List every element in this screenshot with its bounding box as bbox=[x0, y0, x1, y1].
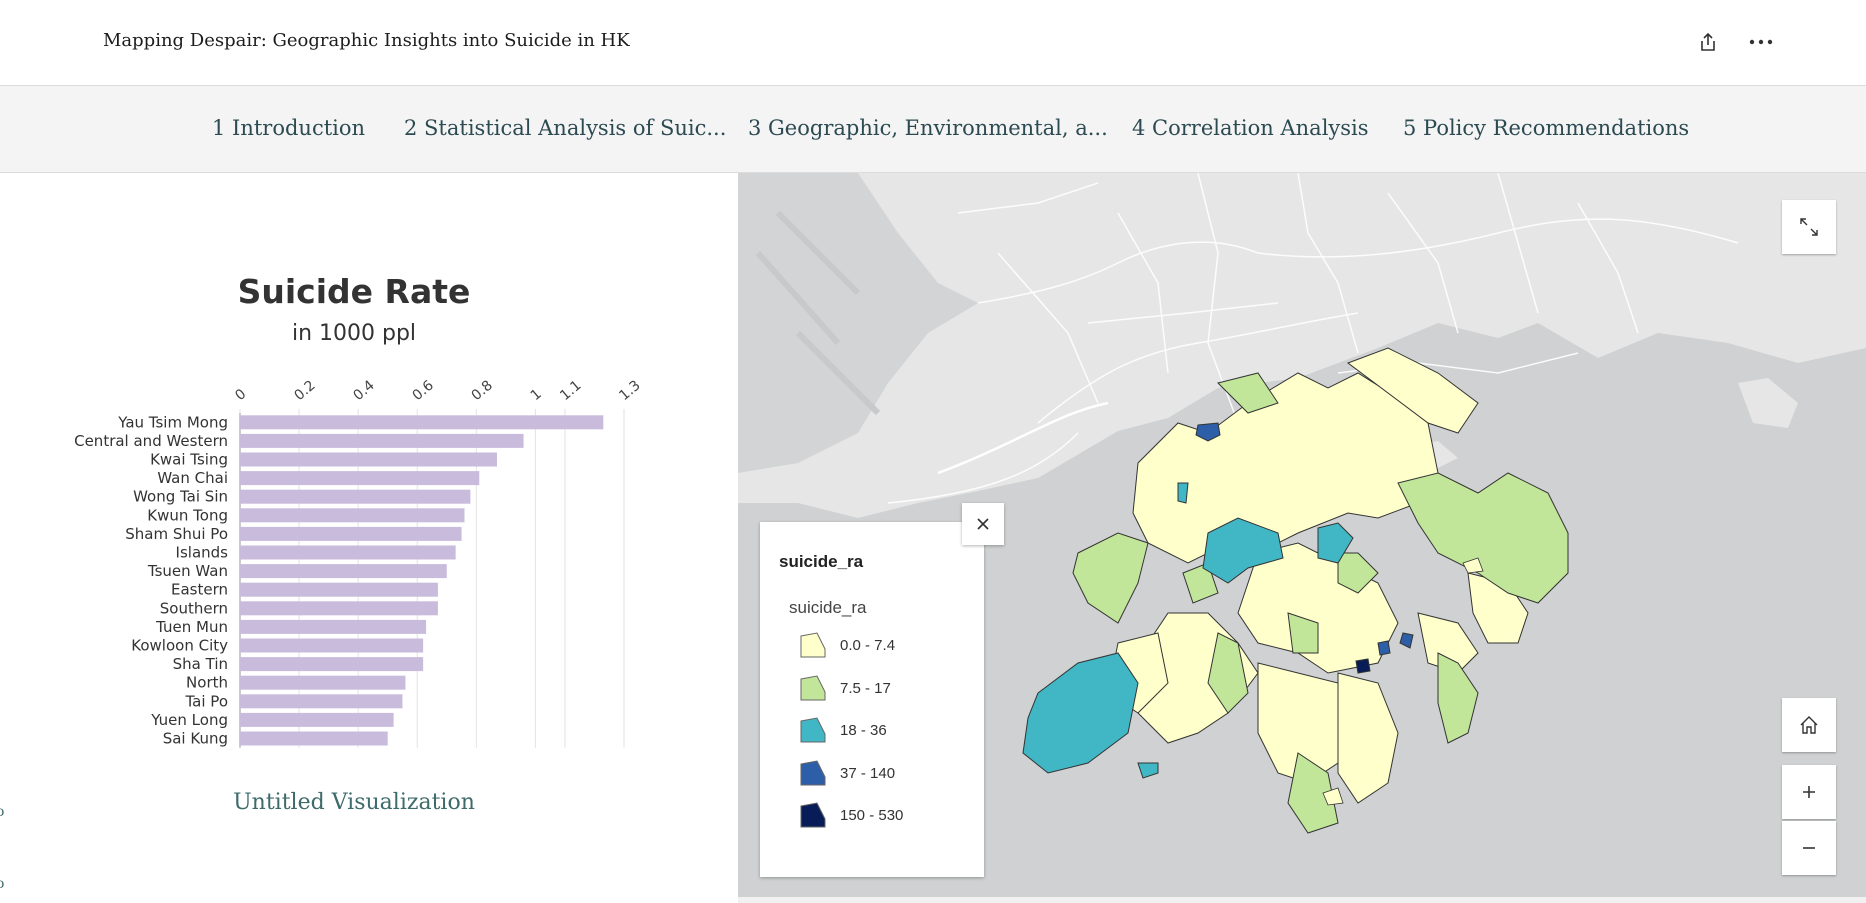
chart-panel: Suicide Rate in 1000 ppl 0 0.2 0.4 0.6 0.8 1 1… bbox=[0, 173, 738, 903]
chart-subtitle: in 1000 ppl bbox=[291, 321, 417, 346]
category-label: Islands bbox=[176, 544, 229, 562]
bar[interactable] bbox=[240, 731, 388, 746]
legend-label: 7.5 - 17 bbox=[840, 679, 891, 697]
expand-icon bbox=[1800, 218, 1818, 236]
legend-label: 0.0 - 7.4 bbox=[840, 636, 896, 654]
category-label: Sai Kung bbox=[163, 730, 228, 748]
category-label: Wong Tai Sin bbox=[133, 488, 228, 506]
minus-icon bbox=[1803, 847, 1815, 849]
share-button[interactable] bbox=[1692, 26, 1724, 58]
x-tick-label: 0 bbox=[232, 386, 249, 404]
legend-swatch bbox=[800, 717, 826, 743]
legend-item: 37 - 140 bbox=[800, 759, 895, 787]
legend-item: 150 - 530 bbox=[800, 801, 903, 829]
legend-subtitle: suicide_ra bbox=[789, 598, 867, 617]
x-tick-label: 0.8 bbox=[469, 377, 496, 404]
more-icon bbox=[1749, 39, 1773, 45]
category-label: Central and Western bbox=[74, 432, 228, 450]
zoom-out-button[interactable] bbox=[1782, 821, 1836, 875]
app-header: Mapping Despair: Geographic Insights int… bbox=[0, 0, 1866, 86]
category-label: Eastern bbox=[171, 581, 228, 599]
legend-label: 18 - 36 bbox=[840, 721, 887, 739]
zoom-in-button[interactable] bbox=[1782, 765, 1836, 819]
bar[interactable] bbox=[240, 712, 394, 727]
nav-item-statistical-analysis[interactable]: 2 Statistical Analysis of Suic... bbox=[404, 116, 727, 140]
x-tick-label: 0.4 bbox=[350, 377, 377, 404]
plus-icon bbox=[1803, 786, 1815, 798]
legend-label: 150 - 530 bbox=[840, 806, 904, 824]
category-label: Tsuen Wan bbox=[147, 562, 228, 580]
x-tick-label: 1.1 bbox=[557, 377, 584, 404]
bar[interactable] bbox=[240, 675, 406, 690]
edge-mark: o bbox=[0, 876, 5, 892]
visualization-caption: Untitled Visualization bbox=[233, 790, 475, 815]
bar[interactable] bbox=[240, 452, 497, 467]
category-label: Sham Shui Po bbox=[125, 525, 228, 543]
bar[interactable] bbox=[240, 489, 471, 504]
legend-label: 37 - 140 bbox=[840, 764, 896, 782]
fullscreen-button[interactable] bbox=[1782, 200, 1836, 254]
legend-item: 0.0 - 7.4 bbox=[800, 631, 895, 659]
category-label: Southern bbox=[160, 599, 228, 617]
story-title: Mapping Despair: Geographic Insights int… bbox=[103, 30, 630, 51]
section-navigation: 1 Introduction 2 Statistical Analysis of… bbox=[0, 86, 1866, 173]
legend-close-button[interactable] bbox=[962, 503, 1004, 545]
category-label: Yuen Long bbox=[150, 711, 228, 729]
x-tick-label: 0.2 bbox=[291, 377, 318, 404]
legend-title: suicide_ra bbox=[779, 552, 864, 571]
legend-swatch bbox=[800, 675, 826, 701]
nav-item-geographic[interactable]: 3 Geographic, Environmental, a... bbox=[748, 116, 1108, 140]
category-label: Yau Tsim Mong bbox=[117, 413, 228, 431]
bar[interactable] bbox=[240, 433, 524, 448]
map-attribution bbox=[738, 897, 1866, 903]
map-legend: suicide_ra suicide_ra 0.0 - 7.4 7.5 - 17… bbox=[760, 522, 984, 877]
bar[interactable] bbox=[240, 526, 462, 541]
category-label: Kwai Tsing bbox=[150, 451, 228, 469]
basemap[interactable] bbox=[738, 173, 1866, 903]
legend-item: 18 - 36 bbox=[800, 716, 887, 744]
category-label: Tai Po bbox=[185, 692, 229, 710]
nav-item-policy[interactable]: 5 Policy Recommendations bbox=[1403, 116, 1690, 140]
home-icon bbox=[1800, 716, 1818, 734]
chart-title: Suicide Rate bbox=[237, 272, 471, 311]
x-tick-label: 1 bbox=[528, 386, 545, 404]
bar[interactable] bbox=[240, 508, 465, 523]
legend-item: 7.5 - 17 bbox=[800, 674, 891, 702]
map-view[interactable]: suicide_ra suicide_ra 0.0 - 7.4 7.5 - 17… bbox=[738, 173, 1866, 903]
share-icon bbox=[1701, 32, 1715, 51]
bar[interactable] bbox=[240, 657, 424, 672]
category-label: North bbox=[186, 674, 228, 692]
legend-swatch bbox=[800, 802, 826, 828]
bar[interactable] bbox=[240, 601, 438, 616]
legend-swatch bbox=[800, 632, 826, 658]
bar[interactable] bbox=[240, 471, 480, 486]
edge-mark: o bbox=[0, 804, 5, 820]
bar[interactable] bbox=[240, 564, 447, 579]
nav-item-correlation[interactable]: 4 Correlation Analysis bbox=[1132, 116, 1369, 140]
legend-swatch bbox=[800, 760, 826, 786]
category-label: Tuen Mun bbox=[155, 618, 228, 636]
more-options-button[interactable] bbox=[1745, 26, 1777, 58]
bar[interactable] bbox=[240, 582, 438, 597]
bar[interactable] bbox=[240, 638, 424, 653]
bar-chart: 0 0.2 0.4 0.6 0.8 1 1.1 1.3 Yau Tsim MongCentral… bbox=[74, 377, 644, 748]
nav-item-introduction[interactable]: 1 Introduction bbox=[212, 116, 366, 140]
home-button[interactable] bbox=[1782, 698, 1836, 752]
close-icon bbox=[977, 518, 989, 530]
category-label: Kwun Tong bbox=[147, 506, 228, 524]
bar[interactable] bbox=[240, 694, 403, 709]
x-tick-label: 1.3 bbox=[616, 377, 643, 404]
category-label: Wan Chai bbox=[157, 469, 228, 487]
category-label: Sha Tin bbox=[173, 655, 228, 673]
bar[interactable] bbox=[240, 545, 456, 560]
x-tick-label: 0.6 bbox=[410, 377, 437, 404]
bar[interactable] bbox=[240, 415, 604, 430]
category-label: Kowloon City bbox=[131, 637, 228, 655]
bar[interactable] bbox=[240, 619, 427, 634]
